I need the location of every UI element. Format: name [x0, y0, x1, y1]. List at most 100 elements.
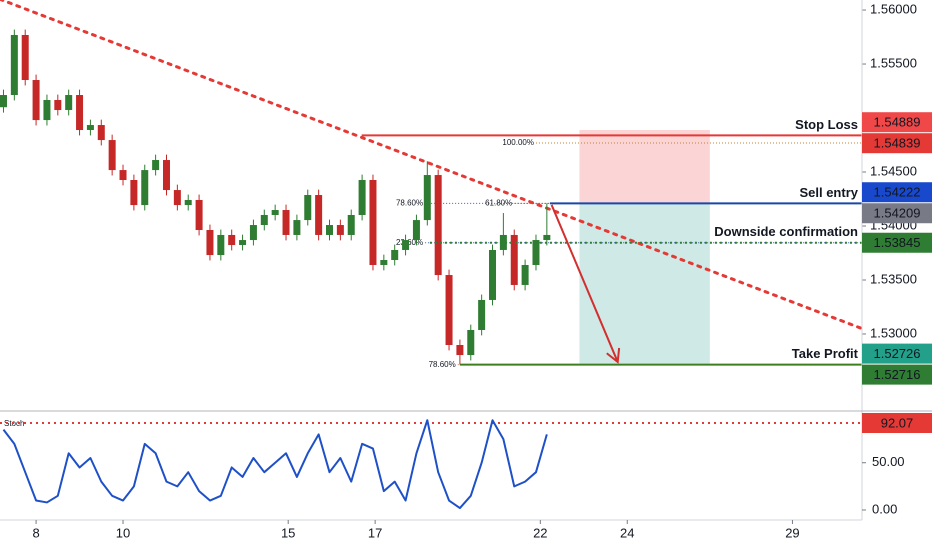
price-tag-label: 1.54209 [874, 206, 921, 221]
y-tick-label: 1.53500 [870, 271, 917, 286]
price-tag-label: 1.54222 [874, 185, 921, 200]
candle-body [206, 229, 214, 256]
candle-body [32, 80, 40, 121]
candle-body [173, 190, 181, 206]
y-tick-label: 1.53000 [870, 325, 917, 340]
osc-y-tick-label: 0.00 [872, 501, 897, 516]
candle-body [195, 199, 203, 230]
candle-body [304, 195, 312, 221]
price-tag-label: 1.54889 [874, 115, 921, 130]
candle-body [86, 125, 94, 131]
price-tag [862, 133, 932, 154]
candle-body [369, 180, 377, 265]
oscillator-line [2, 419, 548, 510]
candle-body [412, 220, 420, 241]
x-tick-label: 8 [32, 525, 39, 540]
arrow-head [606, 347, 621, 364]
x-tick-label: 29 [785, 525, 799, 540]
price-tag [862, 232, 932, 253]
candle-body [271, 210, 279, 215]
candle-body [141, 170, 149, 206]
candle-body [478, 299, 486, 330]
candle-body [282, 210, 290, 235]
candle-body [217, 234, 225, 256]
candle-body [0, 95, 7, 108]
candle-body [43, 99, 51, 121]
x-tick-label: 15 [281, 525, 295, 540]
risk-zone [579, 203, 710, 364]
candle-body [423, 175, 431, 221]
osc-level-tag [862, 412, 932, 433]
candle-body [336, 225, 344, 235]
price-tag [862, 343, 932, 364]
candle-body [499, 234, 507, 250]
level-label: Sell entry [799, 185, 858, 200]
candle-body [445, 275, 453, 345]
candle-body [380, 260, 388, 265]
candle-body [293, 220, 301, 235]
fib-label: 100.00% [502, 138, 534, 147]
candle-body [315, 195, 323, 235]
y-tick-label: 1.55500 [870, 55, 917, 70]
candle-body [76, 95, 84, 131]
trendline [0, 0, 864, 331]
candle-body [260, 214, 268, 226]
candle-body [10, 34, 18, 96]
candle-body [249, 225, 257, 241]
x-tick-label: 10 [116, 525, 130, 540]
price-tag [862, 112, 932, 133]
price-tag-label: 1.52716 [874, 367, 921, 382]
price-tag-label: 1.54839 [874, 136, 921, 151]
candle-body [54, 99, 62, 111]
level-label: Take Profit [792, 346, 859, 361]
candle-body [65, 95, 73, 111]
candle-body [21, 34, 29, 81]
risk-zone [579, 130, 710, 204]
candle-body [543, 234, 551, 241]
candle-body [434, 175, 442, 276]
level-label: Stop Loss [795, 117, 858, 132]
fib-label: 61.80% [485, 199, 512, 208]
arrow [550, 204, 619, 363]
candle-body [402, 240, 410, 250]
candle-body [130, 180, 138, 206]
candle-body [489, 249, 497, 300]
candle-body [97, 125, 105, 141]
osc-level-tag-label: 92.07 [881, 415, 914, 430]
candle-body [347, 214, 355, 235]
osc-y-tick-label: 50.00 [872, 454, 905, 469]
fib-label: 23.60% [396, 238, 423, 247]
candle-body [532, 240, 540, 265]
candle-body [456, 344, 464, 356]
candle-body [119, 170, 127, 181]
fib-label: 78.60% [429, 360, 456, 369]
candle-body [510, 234, 518, 285]
candle-body [521, 264, 529, 285]
candle-body [152, 160, 160, 171]
candle-body [358, 180, 366, 215]
candle-body [228, 234, 236, 246]
level-label: Downside confirmation [714, 224, 858, 239]
price-tag [862, 182, 932, 203]
candle-body [467, 329, 475, 356]
y-tick-label: 1.56000 [870, 1, 917, 16]
candle-body [325, 225, 333, 235]
candle-body [239, 240, 247, 246]
price-tag-label: 1.53845 [874, 235, 921, 250]
x-tick-label: 22 [533, 525, 547, 540]
x-tick-label: 17 [368, 525, 382, 540]
price-tag-label: 1.52726 [874, 346, 921, 361]
fib-label: 78.60% [396, 199, 423, 208]
x-tick-label: 24 [620, 525, 634, 540]
candle-body [391, 249, 399, 261]
candle-body [184, 199, 192, 206]
price-tag [862, 364, 932, 385]
price-tag [862, 203, 932, 224]
y-tick-label: 1.54500 [870, 163, 917, 178]
candle-body [108, 140, 116, 171]
oscillator-name: Stoch [4, 419, 24, 428]
candle-body [162, 160, 170, 191]
